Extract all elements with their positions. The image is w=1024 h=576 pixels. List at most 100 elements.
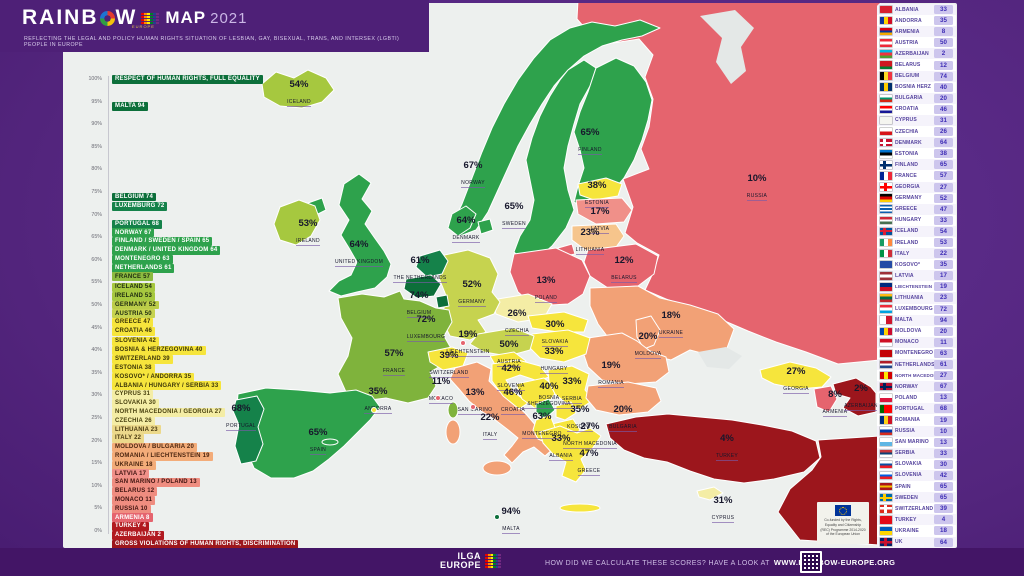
- luxembourg-flag-icon: [879, 304, 893, 314]
- scale-entry-malta: MALTA 94: [112, 102, 148, 112]
- country-row-north-macedonia: NORTH MACEDONIA27: [877, 370, 956, 381]
- country-row-bosnia-herz: BOSNIA HERZ 40: [877, 82, 956, 93]
- country-name: HUNGARY: [895, 217, 922, 224]
- czechia-flag-icon: [879, 126, 893, 137]
- eu-flag-icon: [835, 505, 851, 516]
- country-score: 40: [934, 82, 953, 92]
- belgium-flag-icon: [879, 71, 893, 81]
- serbia-flag-icon: [879, 448, 893, 458]
- map-country-moldova: [635, 315, 661, 350]
- eu-funding-text: Co-funded by the Rights, Equality and Ci…: [820, 518, 866, 537]
- brand-map: MAP: [165, 8, 207, 27]
- scale-tick-15pct: 15%: [91, 460, 102, 467]
- map-country-estonia: [577, 177, 623, 201]
- map-country-portugal: [232, 395, 265, 465]
- country-row-lithuania: LITHUANIA 23: [877, 292, 956, 304]
- footer-website-link[interactable]: WWW.RAINBOW-EUROPE.ORG: [773, 558, 896, 567]
- map-country-denmark-island: [477, 218, 494, 235]
- country-row-germany: GERMANY 52: [877, 193, 956, 204]
- scale-entry-denmark-united-kingdom: DENMARK / UNITED KINGDOM 64: [112, 246, 221, 255]
- scale-tick-35pct: 35%: [91, 369, 102, 376]
- country-row-montenegro: MONTENEGRO 63: [877, 348, 956, 359]
- sardinia: [445, 419, 461, 445]
- brand-rainb: RAINB: [22, 6, 99, 29]
- map-country-greece: [539, 425, 602, 483]
- norway-flag-icon: [879, 382, 893, 392]
- country-row-andorra: ANDORRA 35: [877, 15, 956, 26]
- country-name: CROATIA: [895, 106, 919, 113]
- country-score: 19: [934, 282, 953, 292]
- hungary-flag-icon: [879, 215, 893, 226]
- country-score: 68: [934, 404, 953, 414]
- white-sea: [700, 10, 754, 84]
- rainbow-europe-logo: RAINB W MAP 2021: [22, 6, 247, 30]
- country-row-iceland: ICELAND 54: [877, 225, 956, 237]
- country-name: FRANCE: [895, 172, 917, 179]
- country-name: BELGIUM: [895, 73, 920, 80]
- map-country-serbia: [547, 365, 594, 410]
- country-row-ireland: IRELAND 53: [877, 237, 956, 248]
- france-flag-icon: [879, 171, 893, 181]
- scale-entry-azerbaijan: AZERBAIJAN 2: [112, 531, 165, 540]
- scale-entry-bosnia-herzegovina: BOSNIA & HERZEGOVINA 40: [112, 346, 206, 356]
- romania-flag-icon: [879, 415, 893, 425]
- scale-tick-20pct: 20%: [91, 437, 102, 444]
- country-score: 33: [934, 215, 953, 225]
- map-country-denmark: [447, 205, 477, 237]
- rainbow-o-icon: [99, 10, 115, 26]
- country-score: 57: [934, 171, 953, 181]
- monaco-flag-icon: [879, 337, 893, 348]
- greece-flag-icon: [879, 204, 893, 214]
- footer-question-text: HOW DID WE CALCULATE THESE SCORES? HAVE …: [545, 560, 770, 567]
- ilga-line2: EUROPE: [440, 560, 482, 570]
- country-name: PORTUGAL: [895, 405, 925, 412]
- scale-tick-0pct: 0%: [94, 528, 102, 534]
- country-row-armenia: ARMENIA 8: [877, 26, 956, 38]
- country-name: SWITZERLAND: [895, 505, 934, 512]
- country-score: 39: [934, 504, 953, 514]
- portugal-flag-icon: [879, 404, 893, 414]
- azerbaijan-flag-icon: [879, 49, 893, 59]
- scale-entry-greece: GREECE 47: [112, 318, 154, 328]
- country-name: ARMENIA: [895, 28, 920, 35]
- map-country-romania: [582, 332, 670, 385]
- country-row-russia: RUSSIA 10: [877, 425, 956, 437]
- scale-tick-25pct: 25%: [91, 415, 102, 421]
- country-row-estonia: ESTONIA 38: [877, 148, 956, 159]
- map-country-uk: [328, 173, 392, 297]
- country-row-sweden: SWEDEN 65: [877, 492, 956, 504]
- denmark-flag-icon: [879, 137, 893, 148]
- scale-tick-85pct: 85%: [91, 143, 102, 150]
- map-country-hungary: [527, 329, 591, 363]
- country-score: 52: [934, 193, 953, 203]
- scale-tick-65pct: 65%: [91, 234, 102, 241]
- scale-entry-san-marino-poland: SAN MARINO / POLAND 13: [112, 478, 200, 488]
- country-score: 65: [934, 493, 953, 503]
- country-score: 18: [934, 526, 953, 536]
- iceland-flag-icon: [879, 226, 893, 237]
- country-name: UK: [895, 539, 903, 546]
- scale-entry-belgium: BELGIUM 74: [112, 192, 157, 202]
- map-country-azerbaijan: [832, 377, 877, 417]
- scale-entry-montenegro: MONTENEGRO 63: [112, 254, 173, 264]
- scale-tick-55pct: 55%: [91, 279, 102, 286]
- country-name: NORTH MACEDONIA: [895, 373, 934, 379]
- country-score: 19: [934, 415, 953, 425]
- country-row-czechia: CZECHIA 26: [877, 126, 956, 137]
- scale-entry-turkey: TURKEY 4: [112, 522, 150, 532]
- map-country-belarus: [583, 243, 659, 289]
- uk-flag-icon: [879, 537, 893, 547]
- scale-entry-latvia: LATVIA 17: [112, 469, 150, 479]
- country-score: 13: [934, 437, 953, 447]
- scale-entry-austria: AUSTRIA 50: [112, 309, 155, 319]
- scale-entry-ireland: IRELAND 53: [112, 291, 156, 301]
- country-row-azerbaijan: AZERBAIJAN 2: [877, 48, 956, 60]
- scale-entry-italy: ITALY 22: [112, 434, 145, 444]
- country-row-kosovo: KOSOVO* 35: [877, 259, 956, 270]
- map-subtitle: REFLECTING THE LEGAL AND POLICY HUMAN RI…: [24, 36, 400, 48]
- country-score: 13: [934, 393, 953, 403]
- country-name: SAN MARINO: [895, 439, 929, 446]
- brand-year: 2021: [210, 9, 248, 27]
- liechtenstein-flag-icon: [879, 282, 893, 292]
- country-name: ALBANIA: [895, 6, 919, 13]
